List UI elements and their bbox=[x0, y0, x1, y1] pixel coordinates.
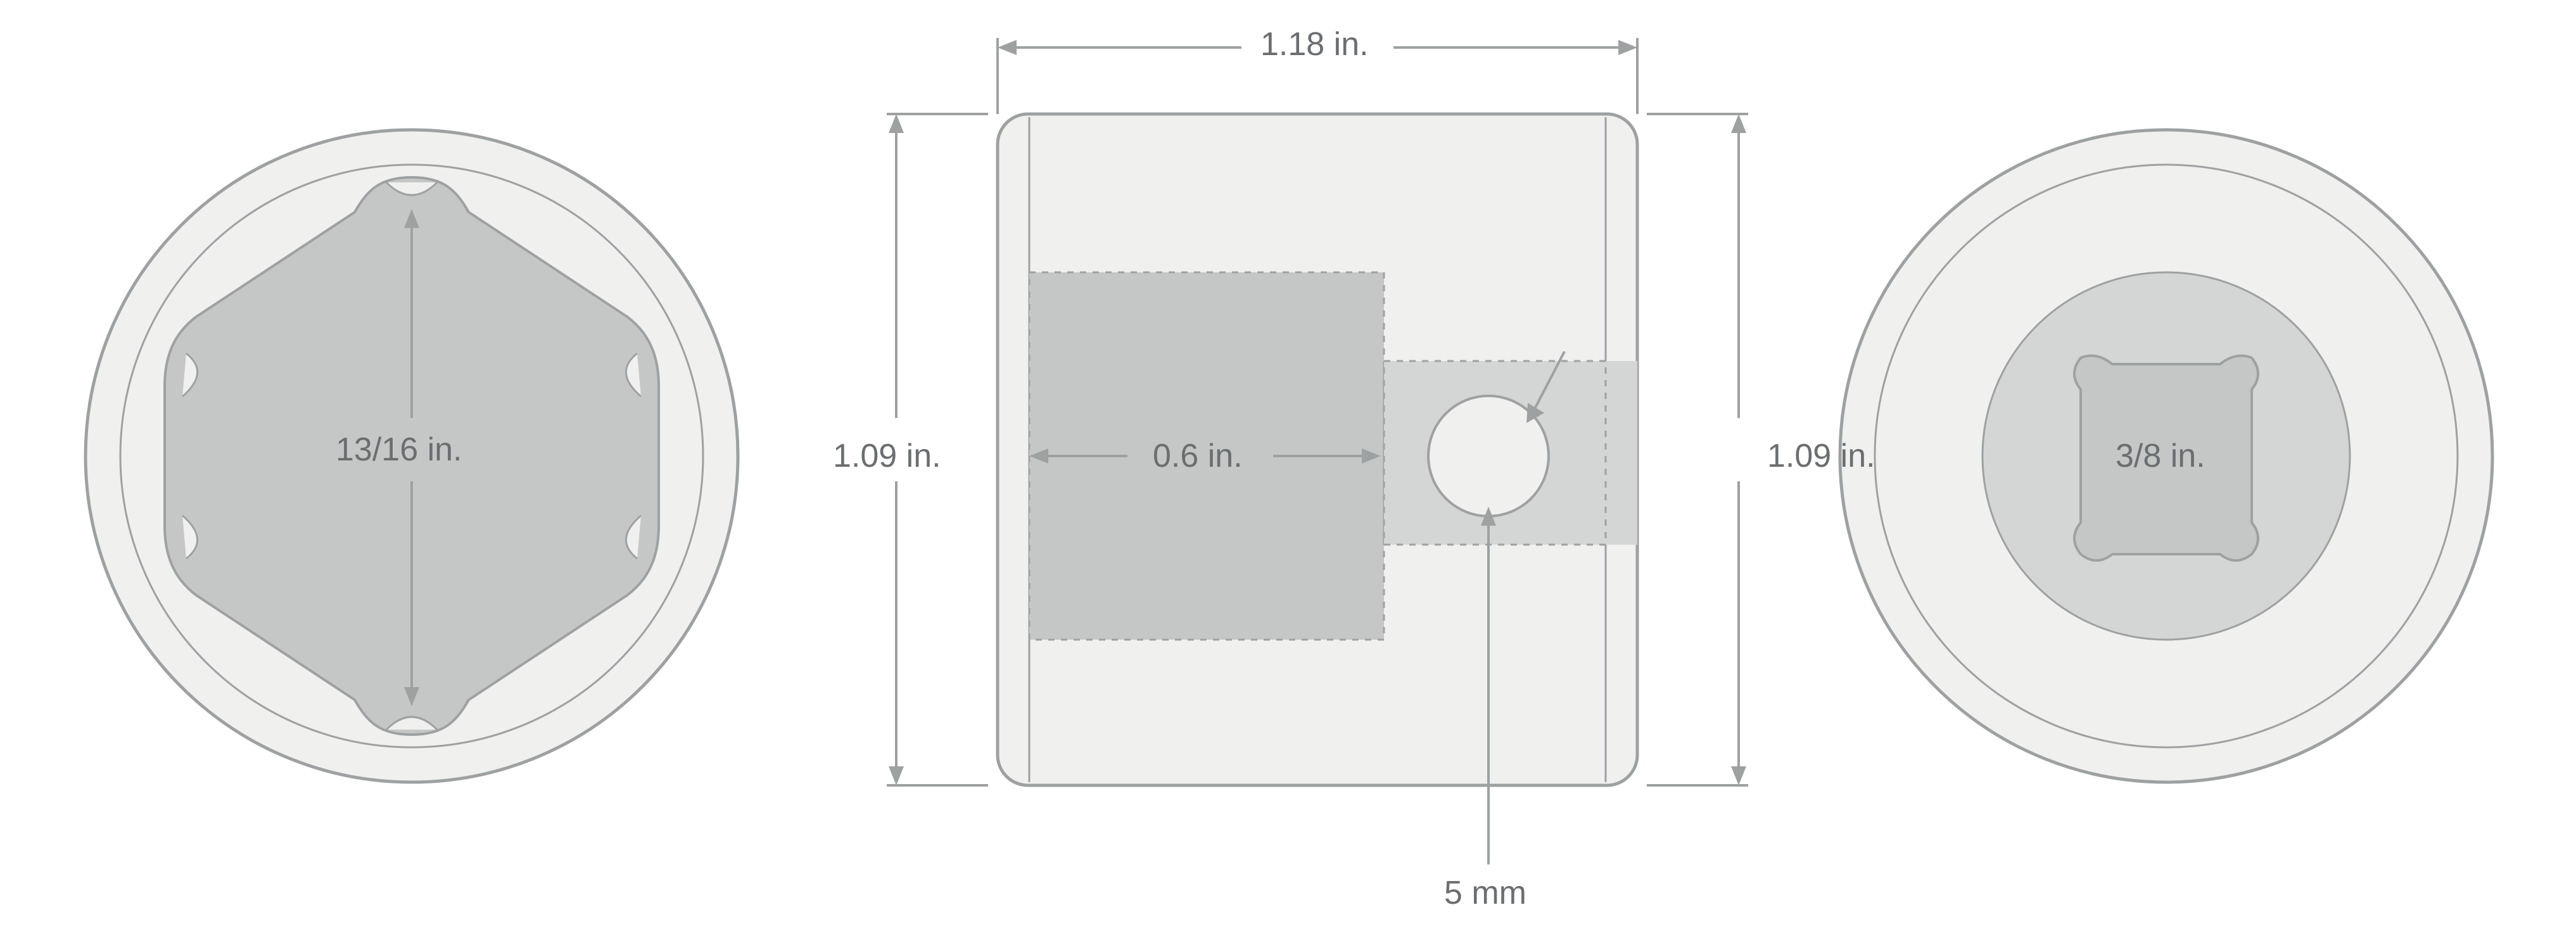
right-height-label: 1.09 in. bbox=[1767, 437, 1875, 475]
left-height-label: 1.09 in. bbox=[833, 437, 941, 475]
hole-dia-label: 5 mm bbox=[1444, 874, 1526, 912]
hex-size-label: 13/16 in. bbox=[336, 431, 462, 469]
square-drive-label: 3/8 in. bbox=[2116, 437, 2205, 475]
side-view bbox=[887, 38, 1748, 864]
top-width-label: 1.18 in. bbox=[1260, 25, 1369, 63]
inner-depth-label: 0.6 in. bbox=[1153, 437, 1243, 475]
diagram-canvas: 13/16 in. 1.18 in. 1.09 in. 1.09 in. 0.6… bbox=[0, 0, 2576, 931]
